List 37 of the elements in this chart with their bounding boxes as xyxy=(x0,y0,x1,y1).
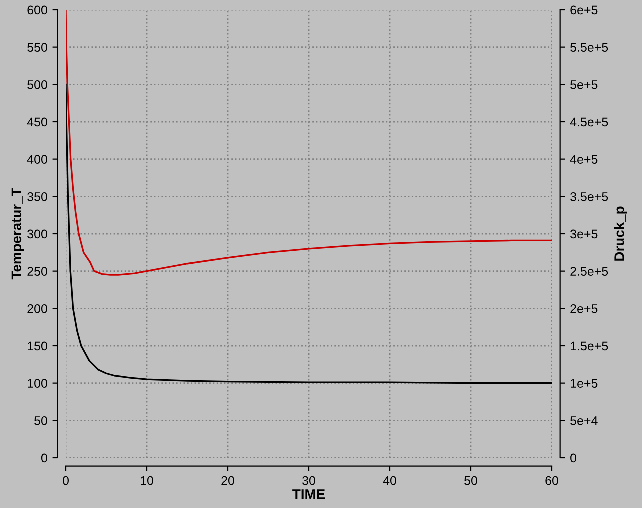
y-tick-label: 600 xyxy=(28,6,48,15)
y-tick-label: 250 xyxy=(28,267,48,276)
line-series xyxy=(66,84,552,384)
y2-axis-title: Druck_p xyxy=(614,206,628,261)
y-tick-label: 500 xyxy=(28,80,48,90)
y-tick-label: 450 xyxy=(27,118,48,127)
y-tick-label: 400 xyxy=(27,155,48,164)
y-tick-label: 100 xyxy=(28,379,48,388)
y-tick-label: 350 xyxy=(28,192,48,202)
y2-tick-label: 3e+5 xyxy=(570,230,598,239)
y2-tick-label: 5e+5 xyxy=(570,80,598,90)
y-tick-label: 50 xyxy=(34,416,48,426)
y2-tick-label: 2.5e+5 xyxy=(570,267,608,276)
y-tick-label: 550 xyxy=(28,43,48,52)
y2-tick-label: 1e+5 xyxy=(571,379,598,388)
x-tick-label: 20 xyxy=(222,476,234,486)
y2-tick-label: 6e+5 xyxy=(570,6,598,15)
x-tick-label: 50 xyxy=(464,476,478,486)
y-tick-label: 300 xyxy=(28,230,48,239)
x-tick-label: 40 xyxy=(383,476,396,486)
y-tick-label: 150 xyxy=(28,342,48,351)
y2-tick-label: 5.5e+5 xyxy=(570,43,608,52)
x-axis-title: TIME xyxy=(292,490,326,500)
y2-tick-label: 2e+5 xyxy=(570,304,598,314)
y2-tick-label: 4e+5 xyxy=(570,155,598,164)
x-tick-label: 30 xyxy=(302,476,316,486)
y2-tick-label: 3.5e+5 xyxy=(570,192,608,202)
x-tick-label: 60 xyxy=(546,476,558,486)
y-tick-label: 0 xyxy=(41,454,48,463)
x-tick-label: 0 xyxy=(63,476,69,486)
y-axis-title: Temperatur_T xyxy=(12,188,24,280)
y2-tick-label: 4.5e+5 xyxy=(570,118,608,127)
y-tick-label: 200 xyxy=(28,304,48,314)
x-tick-label: 10 xyxy=(141,476,154,486)
y2-tick-label: 5e+4 xyxy=(570,416,598,426)
y2-tick-label: 0 xyxy=(570,454,577,463)
y2-tick-label: 1.5e+5 xyxy=(571,342,608,351)
